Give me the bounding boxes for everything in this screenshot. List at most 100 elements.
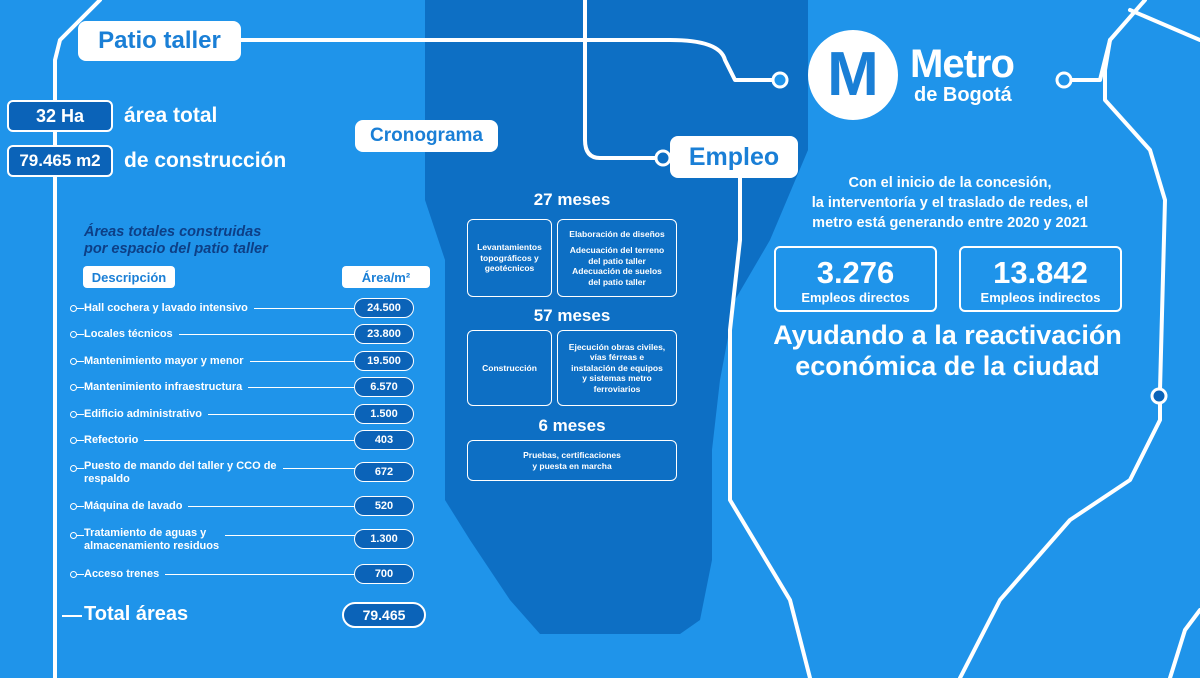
table-row: Mantenimiento mayor y menor 19.500 xyxy=(68,351,428,371)
table-row: Edificio administrativo 1.500 xyxy=(68,404,428,424)
box-line: geotécnicos xyxy=(484,263,535,274)
row-dot xyxy=(70,465,77,472)
metro-logo-subname: de Bogotá xyxy=(914,84,1012,106)
areas-subtitle-line2: por espacio del patio taller xyxy=(84,241,268,257)
row-label: Acceso trenes xyxy=(84,568,166,581)
row-connector xyxy=(76,506,366,507)
total-value: 79.465 xyxy=(342,602,426,628)
stat-construction-value: 79.465 m2 xyxy=(7,145,113,177)
cronograma-title: Cronograma xyxy=(355,120,498,152)
row-label: Mantenimiento infraestructura xyxy=(84,381,249,394)
row-connector xyxy=(76,334,366,335)
row-dot xyxy=(70,503,77,510)
table-row: Puesto de mando del taller y CCO de resp… xyxy=(68,460,428,488)
indirect-jobs-box: 13.842 Empleos indirectos xyxy=(959,246,1122,312)
table-row: Hall cochera y lavado intensivo 24.500 xyxy=(68,298,428,318)
box-line: y puesta en marcha xyxy=(532,460,612,471)
row-label-line2: almacenamiento residuos xyxy=(84,540,220,552)
total-label: Total áreas xyxy=(84,603,189,625)
table-row: Locales técnicos 23.800 xyxy=(68,324,428,344)
indirect-jobs-label: Empleos indirectos xyxy=(980,290,1101,305)
row-label-line2: respaldo xyxy=(84,473,130,485)
empleo-intro-line3: metro está generando entre 2020 y 2021 xyxy=(812,215,1088,231)
column-header-description: Descripción xyxy=(83,266,175,288)
row-connector xyxy=(76,440,366,441)
table-row: Acceso trenes 700 xyxy=(68,564,428,584)
row-value: 700 xyxy=(354,564,414,584)
metro-logo: M Metro de Bogotá xyxy=(808,30,1048,120)
box-line: instalación de equipos xyxy=(571,362,663,373)
row-value: 1.500 xyxy=(354,404,414,424)
phase1-box-surveys: Levantamientos topográficos y geotécnico… xyxy=(467,219,552,297)
row-label-line1: Tratamiento de aguas y xyxy=(84,527,207,539)
phase3-box-testing: Pruebas, certificaciones y puesta en mar… xyxy=(467,440,677,481)
row-dot xyxy=(70,411,77,418)
row-value: 520 xyxy=(354,496,414,516)
row-dot xyxy=(70,331,77,338)
box-line: Adecuación de suelos xyxy=(572,266,662,277)
metro-logo-circle: M xyxy=(808,30,898,120)
areas-subtitle: Áreas totales construidas por espacio de… xyxy=(84,224,268,258)
box-line: ferroviarios xyxy=(593,383,641,394)
phase2-box-works: Ejecución obras civiles, vías férreas e … xyxy=(557,330,677,406)
empleo-intro-line2: la interventoría y el traslado de redes,… xyxy=(811,195,1089,211)
row-label: Mantenimiento mayor y menor xyxy=(84,355,250,368)
empleo-slogan-line1: Ayudando a la reactivación xyxy=(773,320,1122,350)
empleo-title: Empleo xyxy=(670,136,798,178)
row-value: 19.500 xyxy=(354,351,414,371)
direct-jobs-box: 3.276 Empleos directos xyxy=(774,246,937,312)
row-dot xyxy=(70,437,77,444)
box-line: del patio taller xyxy=(588,255,646,266)
row-dot xyxy=(70,532,77,539)
indirect-jobs-value: 13.842 xyxy=(993,255,1088,290)
row-label: Locales técnicos xyxy=(84,328,179,341)
stat-construction-label: de construcción xyxy=(124,149,287,172)
phase1-box-designs: Elaboración de diseños Adecuación del te… xyxy=(557,219,677,297)
box-line: del patio taller xyxy=(588,276,646,287)
row-dot xyxy=(70,358,77,365)
row-value: 24.500 xyxy=(354,298,414,318)
box-line: topográficos y xyxy=(480,252,539,263)
row-value: 23.800 xyxy=(354,324,414,344)
row-value: 6.570 xyxy=(354,377,414,397)
empleo-intro-line1: Con el inicio de la concesión, xyxy=(848,175,1052,191)
box-line: Levantamientos xyxy=(477,242,542,253)
metro-logo-name: Metro xyxy=(910,42,1015,86)
box-line: y sistemas metro xyxy=(582,373,652,384)
box-line: Adecuación del terreno xyxy=(569,245,665,256)
phase2-box-construction: Construcción xyxy=(467,330,552,406)
phase1-duration: 27 meses xyxy=(533,190,611,209)
phase3-duration: 6 meses xyxy=(538,416,606,435)
box-line: Ejecución obras civiles, xyxy=(568,341,666,352)
table-row: Tratamiento de aguas y almacenamiento re… xyxy=(68,527,428,555)
box-line: Construcción xyxy=(482,362,537,373)
row-value: 403 xyxy=(354,430,414,450)
row-dot xyxy=(70,571,77,578)
box-line: vías férreas e xyxy=(589,352,645,363)
row-label: Edificio administrativo xyxy=(84,408,208,421)
empleo-slogan: Ayudando a la reactivación económica de … xyxy=(760,320,1135,382)
phase2-duration: 57 meses xyxy=(533,306,611,325)
box-line: Elaboración de diseños xyxy=(569,228,665,239)
areas-table: Hall cochera y lavado intensivo 24.500 L… xyxy=(68,298,428,588)
table-row: Refectorio 403 xyxy=(68,430,428,450)
row-label: Hall cochera y lavado intensivo xyxy=(84,302,254,315)
row-label: Refectorio xyxy=(84,434,145,447)
row-label: Tratamiento de aguas y almacenamiento re… xyxy=(84,527,226,553)
box-line: Pruebas, certificaciones xyxy=(523,450,621,460)
row-value: 672 xyxy=(354,462,414,482)
direct-jobs-value: 3.276 xyxy=(816,255,895,290)
table-row: Máquina de lavado 520 xyxy=(68,496,428,516)
row-label: Puesto de mando del taller y CCO de resp… xyxy=(84,460,283,486)
row-dot xyxy=(70,384,77,391)
empleo-intro: Con el inicio de la concesión, la interv… xyxy=(770,173,1130,233)
row-label-line1: Puesto de mando del taller y CCO de xyxy=(84,460,277,472)
row-connector xyxy=(76,574,366,575)
total-connector xyxy=(62,615,82,617)
stat-area-value: 32 Ha xyxy=(7,100,113,132)
stat-area-label: área total xyxy=(124,104,218,127)
direct-jobs-label: Empleos directos xyxy=(801,290,910,305)
row-value: 1.300 xyxy=(354,529,414,549)
patio-taller-title: Patio taller xyxy=(78,21,241,61)
empleo-slogan-line2: económica de la ciudad xyxy=(795,351,1100,381)
